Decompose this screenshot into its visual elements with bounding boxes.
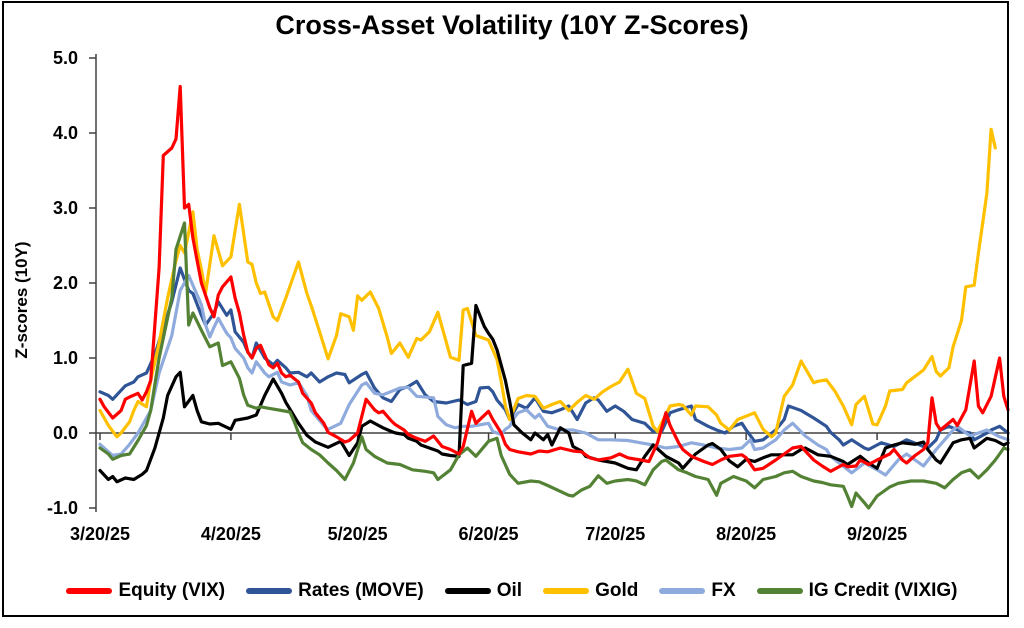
legend-item: Gold	[543, 580, 638, 602]
legend-swatch-oil	[444, 588, 491, 594]
legend-label: Equity (VIX)	[118, 580, 226, 601]
legend-label: Rates (MOVE)	[298, 580, 424, 601]
x-tick-label: 9/20/25	[847, 524, 908, 544]
y-tick-label: 3.0	[52, 198, 78, 218]
legend-item: Rates (MOVE)	[246, 580, 424, 602]
legend-swatch-rates-move	[246, 588, 293, 594]
legend-label: FX	[711, 580, 736, 601]
x-tick-label: 8/20/25	[716, 524, 777, 544]
legend-item: FX	[659, 580, 736, 602]
series-line-oil	[98, 303, 1010, 484]
legend-swatch-fx	[659, 588, 706, 594]
chart-legend: Equity (VIX) Rates (MOVE) Oil Gold FX IG Cred…	[0, 580, 1024, 602]
legend-item: Equity (VIX)	[66, 580, 225, 602]
legend-swatch-gold	[543, 588, 590, 594]
y-tick-label: 2.0	[52, 273, 78, 293]
y-tick-label: 1.0	[52, 348, 78, 368]
x-tick-label: 5/20/25	[327, 524, 388, 544]
series-line-ig-credit-vixig	[98, 221, 1010, 510]
legend-label: Oil	[496, 580, 523, 601]
series-line-equity-vix	[98, 84, 1010, 473]
x-tick-label: 4/20/25	[200, 524, 261, 544]
y-tick-label: 4.0	[52, 123, 78, 143]
chart-title: Cross-Asset Volatility (10Y Z-Scores)	[275, 10, 749, 40]
legend-item: IG Credit (VIXIG)	[756, 580, 958, 602]
y-tick-label: 0.0	[52, 423, 78, 443]
legend-label: Gold	[595, 580, 639, 601]
x-tick-label: 6/20/25	[458, 524, 519, 544]
y-tick-label: 5.0	[52, 48, 78, 68]
legend-label: IG Credit (VIXIG)	[808, 580, 958, 601]
legend-swatch-ig-credit-vixig	[756, 588, 803, 594]
x-tick-label: 3/20/25	[69, 524, 131, 544]
series-line-gold	[98, 127, 997, 439]
legend-item: Oil	[444, 580, 523, 602]
legend-swatch-equity-vix	[66, 588, 113, 594]
y-axis-title: Z-scores (10Y)	[12, 241, 31, 359]
x-tick-label: 7/20/25	[585, 524, 646, 544]
y-tick-label: -1.0	[46, 498, 78, 518]
